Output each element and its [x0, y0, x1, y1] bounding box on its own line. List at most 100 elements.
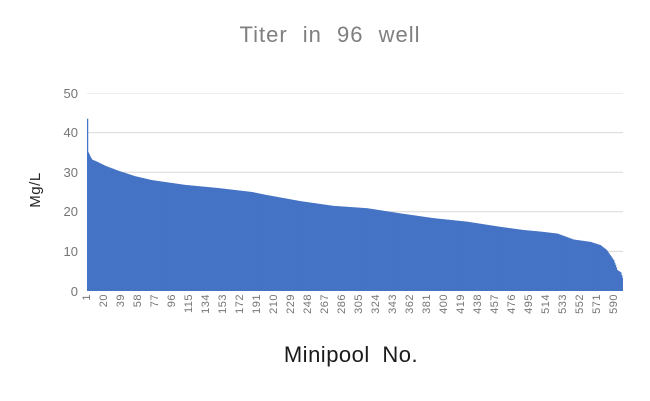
bar [285, 198, 287, 291]
bar [569, 238, 571, 291]
bar [253, 192, 255, 291]
bar [563, 235, 565, 291]
bar [301, 201, 303, 291]
bar [431, 218, 434, 291]
bar [598, 244, 601, 291]
bar [411, 215, 413, 291]
bar [512, 228, 514, 291]
bar [567, 237, 569, 291]
bar [456, 220, 459, 291]
bar [196, 186, 199, 291]
bar [182, 184, 184, 291]
bar [347, 206, 350, 291]
bar [114, 169, 116, 291]
bar [353, 207, 355, 291]
bar [349, 207, 351, 291]
bar [222, 188, 225, 291]
bar [326, 204, 328, 291]
bar [459, 220, 461, 291]
bar [319, 203, 321, 291]
x-tick-label: 286 [336, 294, 349, 314]
bar [329, 205, 332, 291]
x-tick-label: 533 [556, 294, 569, 314]
bar [578, 240, 580, 291]
bar [275, 196, 277, 291]
x-tick-label: 419 [454, 294, 467, 314]
bar [311, 202, 313, 291]
bar [457, 220, 459, 291]
bar [247, 191, 250, 291]
bar [614, 264, 617, 291]
bar [463, 221, 466, 291]
bar [497, 226, 500, 291]
bar [105, 166, 107, 291]
bar [471, 222, 473, 291]
bar [464, 221, 467, 291]
bar [447, 219, 450, 291]
bar [524, 230, 526, 291]
bar [612, 258, 614, 291]
bar [104, 165, 107, 291]
bar [594, 243, 596, 291]
bar [466, 221, 468, 291]
bar [361, 207, 363, 291]
bar [474, 222, 476, 291]
bar [402, 213, 404, 291]
bar [356, 207, 359, 291]
plot-area [87, 93, 623, 291]
bar [387, 211, 389, 291]
bar [274, 196, 276, 291]
bar [121, 172, 124, 291]
bar [163, 181, 166, 291]
bar [255, 192, 258, 291]
bar [194, 185, 196, 291]
bar [207, 187, 209, 291]
x-tick-label: 1 [81, 294, 94, 301]
bar [278, 197, 280, 291]
bar [257, 193, 259, 291]
bar [507, 227, 509, 291]
bar [412, 215, 414, 291]
bar [570, 238, 572, 291]
bar [554, 233, 556, 291]
x-tick-label: 96 [166, 294, 179, 308]
bar [303, 201, 305, 291]
bar [227, 189, 229, 291]
bar [452, 220, 454, 291]
bar [409, 214, 411, 291]
bar [245, 191, 247, 291]
bar [202, 186, 204, 291]
y-tick-label: 10 [63, 243, 78, 259]
bar [322, 204, 325, 291]
bar [178, 183, 180, 291]
bar [170, 182, 173, 291]
bar [455, 220, 457, 291]
bar [151, 180, 153, 291]
bar [305, 202, 308, 291]
bar [375, 209, 377, 291]
bar [508, 228, 510, 291]
bar [589, 241, 592, 291]
bar [393, 212, 395, 291]
bar [233, 189, 235, 291]
bar [282, 198, 284, 291]
bar [445, 219, 447, 291]
bar [604, 248, 606, 291]
bar [369, 208, 371, 291]
bar [522, 229, 524, 291]
bar [215, 187, 217, 291]
bar [338, 206, 341, 291]
bar [587, 241, 589, 291]
bar [313, 203, 315, 291]
x-tick-label: 552 [573, 294, 586, 314]
y-tick-label: 30 [63, 164, 78, 180]
bar [560, 234, 562, 291]
bar [314, 203, 317, 291]
bar [156, 180, 158, 291]
bar [453, 220, 455, 291]
bar [129, 174, 132, 291]
bar [565, 236, 568, 291]
bar [261, 194, 263, 291]
bar [419, 216, 421, 291]
bar [89, 156, 91, 291]
